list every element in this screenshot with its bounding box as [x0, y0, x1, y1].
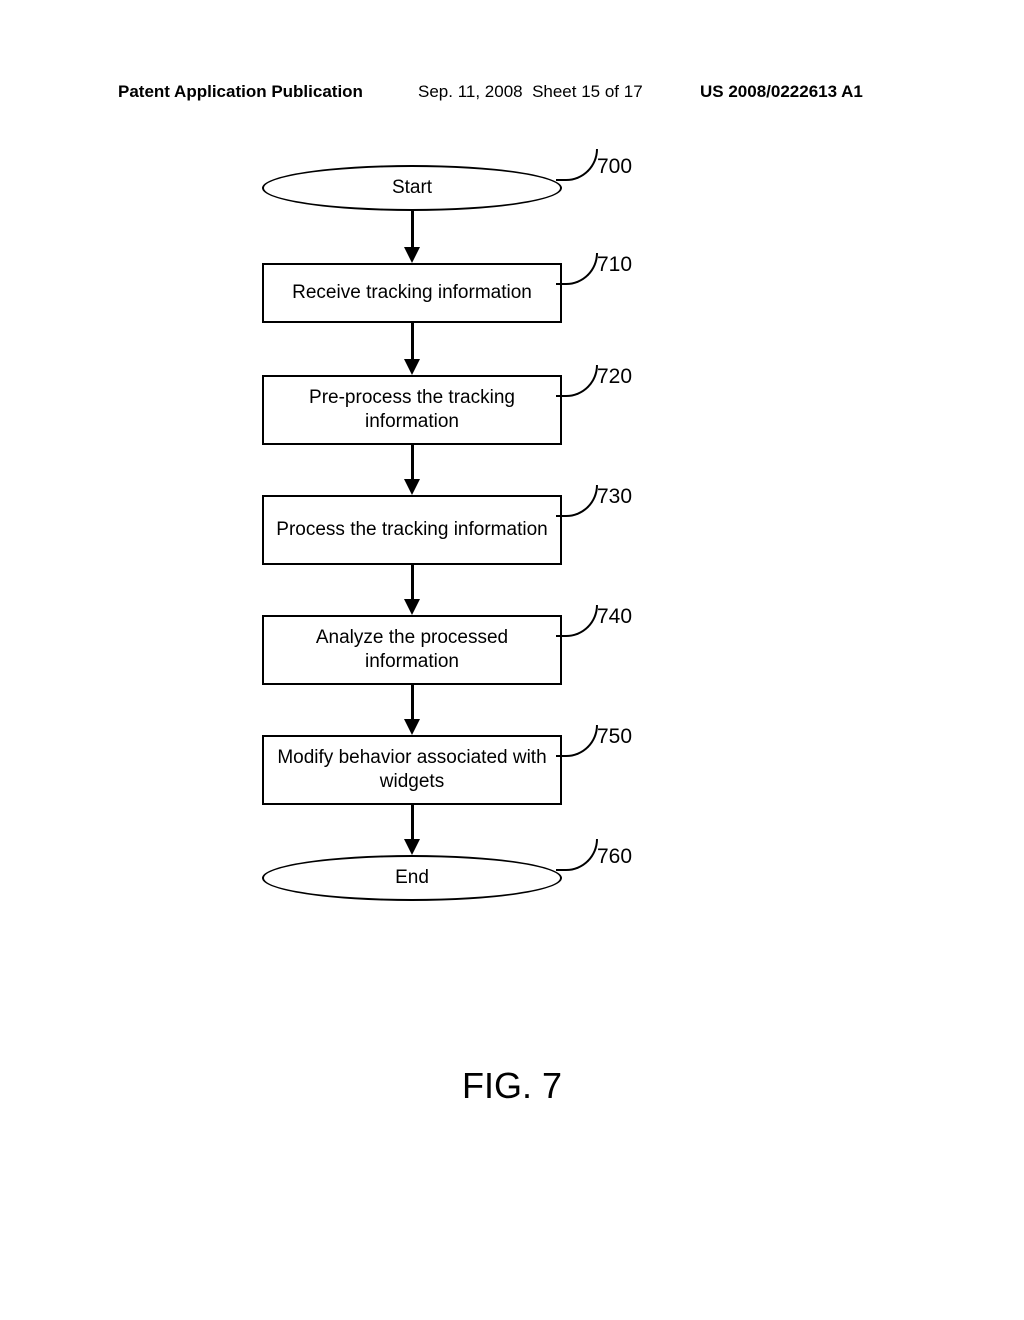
node-730: Process the tracking information — [262, 495, 562, 565]
node-label-730: 730 — [597, 485, 632, 509]
node-760: End — [262, 855, 562, 901]
node-700: Start — [262, 165, 562, 211]
edge-740-750 — [411, 685, 414, 721]
header-publication: Patent Application Publication — [118, 82, 363, 102]
leader-750 — [556, 725, 598, 757]
leader-730 — [556, 485, 598, 517]
leader-740 — [556, 605, 598, 637]
edge-710-720 — [411, 323, 414, 361]
header-patent-number: US 2008/0222613 A1 — [700, 82, 863, 102]
arrowhead-710-720 — [404, 359, 420, 375]
leader-760 — [556, 839, 598, 871]
node-label-750: 750 — [597, 725, 632, 749]
arrowhead-700-710 — [404, 247, 420, 263]
arrowhead-720-730 — [404, 479, 420, 495]
node-750: Modify behavior associated with widgets — [262, 735, 562, 805]
node-740: Analyze the processed information — [262, 615, 562, 685]
edge-720-730 — [411, 445, 414, 481]
arrowhead-730-740 — [404, 599, 420, 615]
node-label-740: 740 — [597, 605, 632, 629]
leader-710 — [556, 253, 598, 285]
node-710: Receive tracking information — [262, 263, 562, 323]
leader-720 — [556, 365, 598, 397]
header-date: Sep. 11, 2008 — [418, 82, 523, 101]
arrowhead-750-760 — [404, 839, 420, 855]
leader-700 — [556, 149, 598, 181]
node-label-720: 720 — [597, 365, 632, 389]
figure-caption: FIG. 7 — [0, 1065, 1024, 1107]
edge-750-760 — [411, 805, 414, 841]
node-label-760: 760 — [597, 845, 632, 869]
header-date-sheet: Sep. 11, 2008 Sheet 15 of 17 — [418, 82, 643, 102]
node-720: Pre-process the tracking information — [262, 375, 562, 445]
edge-700-710 — [411, 211, 414, 249]
node-label-710: 710 — [597, 253, 632, 277]
edge-730-740 — [411, 565, 414, 601]
arrowhead-740-750 — [404, 719, 420, 735]
node-label-700: 700 — [597, 155, 632, 179]
header-sheet: Sheet 15 of 17 — [532, 82, 643, 101]
